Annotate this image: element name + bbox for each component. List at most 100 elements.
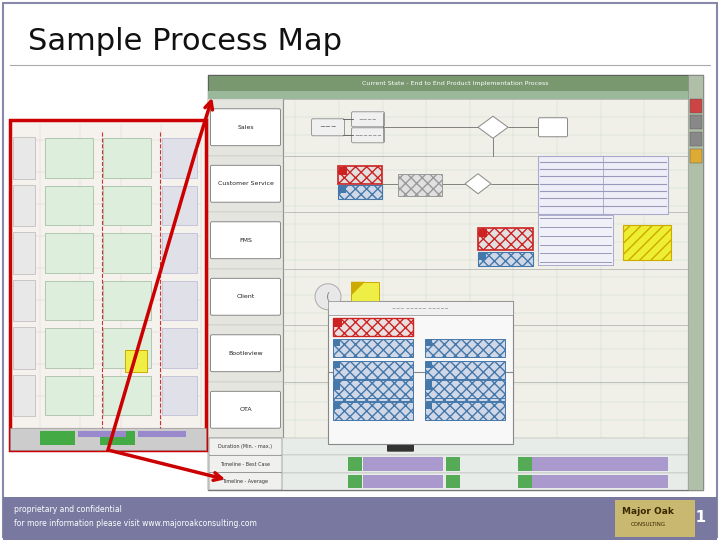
Text: (: ( [326, 292, 330, 302]
Bar [328, 301, 513, 315]
Bar [479, 253, 486, 260]
Text: Sales: Sales [237, 125, 254, 130]
FancyBboxPatch shape [387, 442, 414, 451]
Bar [208, 268, 283, 325]
FancyBboxPatch shape [210, 278, 281, 315]
FancyBboxPatch shape [209, 472, 282, 490]
Bar [208, 91, 703, 99]
Circle shape [315, 284, 341, 310]
Bar [426, 381, 432, 387]
Bar [45, 186, 93, 225]
Bar [623, 225, 671, 260]
Bar [162, 328, 197, 368]
FancyBboxPatch shape [351, 112, 384, 127]
Bar [425, 339, 505, 357]
Bar [363, 475, 443, 488]
Bar [45, 280, 93, 320]
Bar [103, 233, 151, 273]
Text: Current State - End to End Product Implementation Process: Current State - End to End Product Imple… [362, 80, 549, 85]
Bar [333, 339, 413, 357]
Bar [351, 282, 379, 312]
Bar [45, 328, 93, 368]
Bar [518, 475, 532, 488]
Bar [334, 403, 340, 409]
Bar [528, 475, 668, 488]
Bar [615, 500, 695, 537]
Text: ~~~ ~~~~~ ~~~~~: ~~~ ~~~~~ ~~~~~ [392, 306, 449, 310]
Bar [328, 301, 513, 401]
FancyBboxPatch shape [539, 118, 567, 137]
Bar [10, 120, 206, 450]
Text: ~~~~~~: ~~~~~~ [354, 133, 382, 138]
Bar [334, 384, 340, 390]
Bar [338, 185, 382, 199]
Bar [333, 402, 413, 420]
Bar [103, 280, 151, 320]
Bar [426, 340, 432, 346]
Bar [690, 99, 702, 113]
Bar [398, 174, 442, 195]
Bar [333, 318, 413, 336]
Bar [690, 132, 702, 146]
Bar [13, 280, 35, 321]
FancyBboxPatch shape [209, 438, 282, 455]
Bar [208, 472, 688, 490]
Bar [426, 384, 432, 390]
Bar [208, 381, 283, 438]
Bar [208, 212, 283, 268]
Polygon shape [465, 174, 491, 194]
Bar [78, 431, 126, 437]
Bar [3, 497, 717, 540]
Bar [446, 457, 460, 471]
Polygon shape [351, 282, 365, 296]
Text: OTA: OTA [239, 407, 252, 412]
Bar [208, 156, 283, 212]
Text: for more information please visit www.majoroakconsulting.com: for more information please visit www.ma… [14, 519, 257, 529]
FancyBboxPatch shape [351, 128, 384, 143]
Bar [690, 115, 702, 129]
Bar [528, 457, 668, 471]
Bar [538, 156, 668, 214]
Bar [348, 475, 362, 488]
Bar [338, 166, 382, 184]
Text: Duration (Min. - max.): Duration (Min. - max.) [218, 444, 272, 449]
Bar [45, 233, 93, 273]
Polygon shape [478, 116, 508, 138]
Bar [208, 325, 283, 381]
Text: Sample Process Map: Sample Process Map [28, 28, 342, 57]
Bar [328, 372, 513, 444]
Bar [363, 457, 443, 471]
Bar [479, 230, 487, 237]
Text: ~~~: ~~~ [319, 124, 337, 130]
Bar [478, 252, 533, 266]
Bar [334, 381, 340, 387]
Bar [162, 186, 197, 225]
Bar [339, 186, 346, 193]
Bar [103, 375, 151, 415]
Text: Client: Client [236, 294, 255, 299]
FancyBboxPatch shape [209, 455, 282, 472]
Bar [538, 215, 613, 265]
Text: ~~~~: ~~~~ [359, 117, 377, 122]
Text: proprietary and confidential: proprietary and confidential [14, 505, 122, 515]
Bar [425, 402, 505, 420]
Bar [13, 375, 35, 416]
Bar [426, 362, 432, 368]
Bar [333, 380, 413, 398]
Bar [334, 319, 342, 327]
Bar [45, 375, 93, 415]
FancyBboxPatch shape [210, 165, 281, 202]
FancyBboxPatch shape [210, 109, 281, 146]
Bar [208, 455, 688, 472]
Bar [334, 340, 340, 346]
Bar [13, 327, 35, 368]
Bar [339, 167, 347, 175]
Text: 31: 31 [685, 510, 706, 524]
Text: CONSULTING: CONSULTING [631, 522, 665, 526]
Bar [348, 457, 362, 471]
Bar [690, 149, 702, 163]
Text: Bootleview: Bootleview [228, 351, 263, 356]
Bar [518, 457, 532, 471]
Bar [208, 99, 283, 156]
Bar [10, 428, 206, 450]
